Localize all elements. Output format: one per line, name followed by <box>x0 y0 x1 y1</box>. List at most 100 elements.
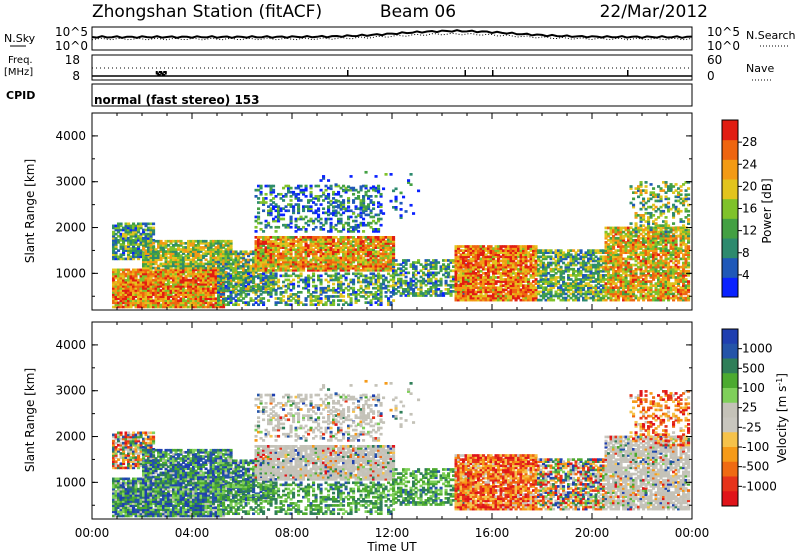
power-cell <box>534 255 538 259</box>
power-cell <box>399 269 403 273</box>
power-cell <box>374 254 378 258</box>
power-cell <box>272 219 276 223</box>
power-cell <box>174 297 178 301</box>
power-cell <box>227 272 231 276</box>
power-cell <box>314 236 318 239</box>
power-cell <box>269 209 273 213</box>
power-cell <box>522 251 526 255</box>
power-cell <box>397 263 401 266</box>
power-cell <box>322 240 326 243</box>
power-cell <box>544 294 548 298</box>
power-cell <box>434 271 438 275</box>
power-cell <box>454 290 458 293</box>
power-cell <box>307 238 311 241</box>
power-cell <box>132 289 136 292</box>
power-cell <box>389 248 393 252</box>
power-cell <box>269 282 273 286</box>
power-cell <box>337 303 341 307</box>
power-cell <box>334 264 338 268</box>
power-cell <box>377 230 381 233</box>
power-cell <box>284 250 288 254</box>
power-cell <box>364 260 368 264</box>
power-cell <box>232 274 236 278</box>
power-cell <box>129 243 133 246</box>
power-cell <box>464 282 468 285</box>
power-cell <box>502 259 506 263</box>
power-cell <box>132 247 136 250</box>
power-cell <box>327 213 331 217</box>
power-cell <box>444 279 448 283</box>
power-cell <box>279 301 283 304</box>
sky-tick-top: 10^5 <box>55 25 88 39</box>
power-cell <box>117 226 121 230</box>
power-cell <box>459 286 463 290</box>
power-cell <box>129 282 133 286</box>
power-cell <box>152 258 156 262</box>
power-cell <box>417 294 421 297</box>
power-cell <box>352 230 356 233</box>
power-cell <box>547 271 551 275</box>
power-cell <box>149 280 153 284</box>
power-cell <box>284 290 288 294</box>
power-cell <box>162 295 166 299</box>
power-cell <box>434 288 438 291</box>
power-cell <box>309 258 313 262</box>
power-cell <box>422 273 426 277</box>
power-cell <box>204 241 208 245</box>
power-cell <box>297 242 301 245</box>
power-cell <box>517 271 521 275</box>
power-cell <box>274 219 278 223</box>
power-cell <box>382 258 386 262</box>
power-cell <box>374 290 378 294</box>
power-cell <box>317 297 321 300</box>
power-cell <box>149 264 153 268</box>
power-cell <box>257 274 261 278</box>
power-cell <box>272 197 276 200</box>
power-cell <box>314 217 318 221</box>
power-cell <box>344 256 348 260</box>
power-cell <box>532 274 536 277</box>
power-cell <box>282 290 286 294</box>
power-cell <box>479 247 483 250</box>
power-cell <box>154 252 158 255</box>
power-cell <box>294 293 298 296</box>
power-cell <box>184 285 188 288</box>
power-cell <box>212 258 216 262</box>
power-cell <box>114 232 118 236</box>
power-cell <box>477 290 481 294</box>
power-cell <box>194 289 198 292</box>
power-cell <box>229 241 233 245</box>
power-cell <box>359 260 363 264</box>
power-cell <box>219 248 223 251</box>
power-cell <box>312 238 316 241</box>
power-cell <box>522 294 526 298</box>
power-cell <box>349 260 353 264</box>
power-cell <box>359 223 363 227</box>
power-cell <box>229 290 233 294</box>
power-cell <box>149 272 153 276</box>
power-cell <box>467 284 471 288</box>
power-cell <box>364 274 368 278</box>
power-cell <box>132 301 136 305</box>
power-cell <box>497 255 501 259</box>
power-cell <box>524 267 528 271</box>
power-cell <box>124 282 128 286</box>
power-cell <box>289 199 293 202</box>
power-cell <box>284 268 288 272</box>
power-cell <box>227 244 231 247</box>
power-cell <box>117 257 121 261</box>
power-cell <box>554 253 558 257</box>
power-cell <box>327 295 331 298</box>
power-cell <box>259 285 263 289</box>
power-cell <box>152 250 156 253</box>
power-cell <box>352 240 356 243</box>
power-cell <box>312 219 316 223</box>
power-cell <box>277 297 281 300</box>
power-cell <box>192 260 196 264</box>
power-cell <box>227 266 231 270</box>
power-cell <box>274 290 278 294</box>
power-cell <box>224 266 228 270</box>
power-cell <box>379 252 383 256</box>
power-cell <box>257 188 261 192</box>
power-cell <box>214 297 218 301</box>
